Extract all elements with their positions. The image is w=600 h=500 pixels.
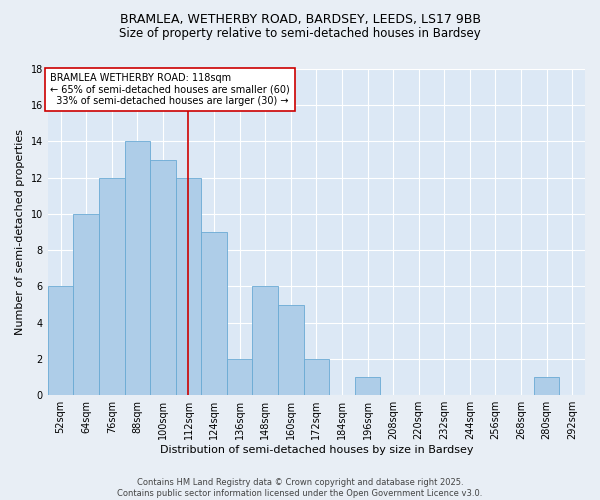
Y-axis label: Number of semi-detached properties: Number of semi-detached properties: [15, 129, 25, 335]
Text: Contains HM Land Registry data © Crown copyright and database right 2025.
Contai: Contains HM Land Registry data © Crown c…: [118, 478, 482, 498]
Bar: [201, 232, 227, 395]
Bar: [304, 359, 329, 395]
Text: Size of property relative to semi-detached houses in Bardsey: Size of property relative to semi-detach…: [119, 28, 481, 40]
Bar: [48, 286, 73, 395]
Bar: [253, 286, 278, 395]
Bar: [150, 160, 176, 395]
Text: BRAMLEA WETHERBY ROAD: 118sqm
← 65% of semi-detached houses are smaller (60)
  3: BRAMLEA WETHERBY ROAD: 118sqm ← 65% of s…: [50, 72, 290, 106]
X-axis label: Distribution of semi-detached houses by size in Bardsey: Distribution of semi-detached houses by …: [160, 445, 473, 455]
Bar: [73, 214, 99, 395]
Bar: [355, 377, 380, 395]
Bar: [99, 178, 125, 395]
Bar: [227, 359, 253, 395]
Text: BRAMLEA, WETHERBY ROAD, BARDSEY, LEEDS, LS17 9BB: BRAMLEA, WETHERBY ROAD, BARDSEY, LEEDS, …: [119, 12, 481, 26]
Bar: [278, 304, 304, 395]
Bar: [176, 178, 201, 395]
Bar: [125, 142, 150, 395]
Bar: [534, 377, 559, 395]
